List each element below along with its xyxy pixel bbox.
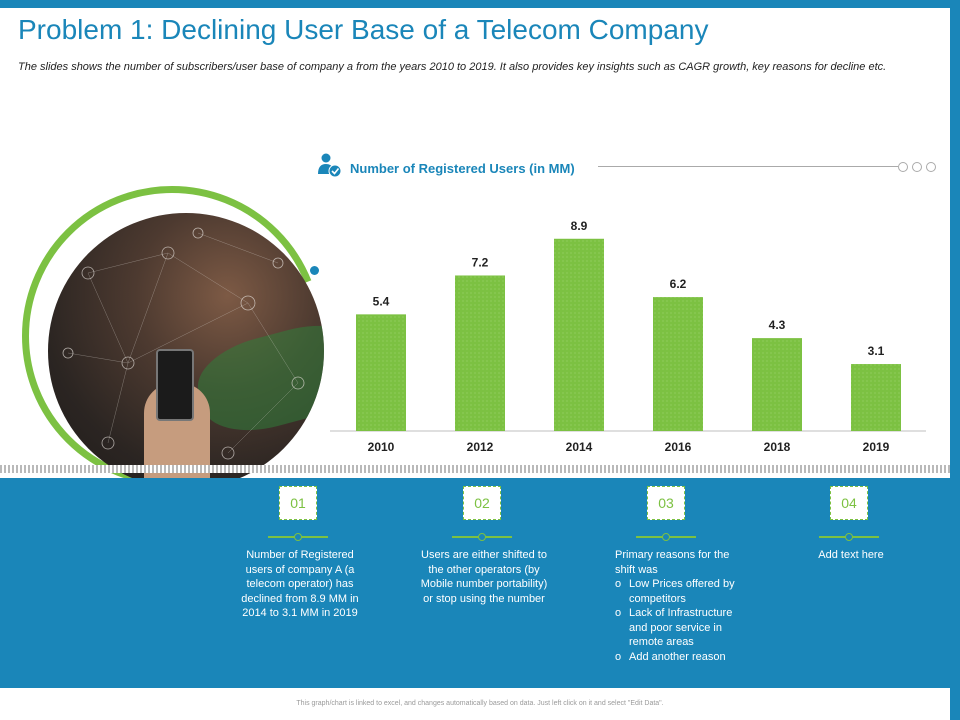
reason-item: Lack of Infrastructure and poor service …	[615, 606, 740, 650]
bar-2012	[455, 275, 505, 431]
data-label: 3.1	[868, 344, 885, 358]
x-tick-label: 2012	[467, 440, 494, 454]
data-label: 5.4	[373, 294, 390, 308]
network-overlay	[62, 227, 305, 460]
reason-list: Low Prices offered by competitors Lack o…	[615, 577, 740, 664]
data-label: 7.2	[472, 255, 489, 269]
step-text: Users are either shifted to the other op…	[420, 549, 548, 605]
bar-2019	[851, 364, 901, 431]
bar-2016	[653, 297, 703, 431]
x-tick-label: 2019	[863, 440, 890, 454]
step-node	[662, 533, 670, 541]
page-title: Problem 1: Declining User Base of a Tele…	[18, 14, 709, 45]
data-label: 8.9	[571, 219, 588, 233]
data-label: 6.2	[670, 277, 687, 291]
users-icon	[318, 153, 342, 178]
header-dot	[912, 162, 922, 172]
top-accent-bar	[0, 0, 960, 8]
x-tick-label: 2018	[764, 440, 791, 454]
bar-2014	[554, 238, 604, 431]
step-text: Add text here	[818, 549, 884, 561]
reason-item: Low Prices offered by competitors	[615, 577, 740, 606]
bar-2010	[356, 314, 406, 431]
step-intro: Primary reasons for the shift was	[615, 549, 730, 576]
step-node	[845, 533, 853, 541]
step-text: Primary reasons for the shift was Low Pr…	[615, 548, 740, 664]
dotted-divider	[0, 465, 950, 473]
header-dot	[926, 162, 936, 172]
ring-accent-dot	[310, 266, 319, 275]
step-node	[294, 533, 302, 541]
step-number: 03	[647, 486, 685, 520]
reason-item: Add another reason	[615, 650, 740, 665]
header-dot	[898, 162, 908, 172]
step-number: 02	[463, 486, 501, 520]
x-tick-label: 2014	[566, 440, 593, 454]
x-tick-label: 2010	[368, 440, 395, 454]
step-number: 04	[830, 486, 868, 520]
chart-title: Number of Registered Users (in MM)	[350, 161, 575, 176]
telecom-photo	[48, 213, 324, 489]
step-number: 01	[279, 486, 317, 520]
page-subtitle: The slides shows the number of subscribe…	[18, 61, 887, 73]
bar-2018	[752, 338, 802, 431]
right-accent-bar	[950, 0, 960, 720]
header-divider	[598, 166, 898, 167]
data-label: 4.3	[769, 318, 786, 332]
chart-header: Number of Registered Users (in MM)	[318, 150, 938, 180]
step-node	[478, 533, 486, 541]
step-text: Number of Registered users of company A …	[241, 549, 359, 619]
x-tick-label: 2016	[665, 440, 692, 454]
bar-chart: 5.4 2010 7.2 2012 8.9 2014 6.2 2016 4.3 2018 3.1 20…	[330, 219, 926, 454]
footnote: This graph/chart is linked to excel, and…	[296, 700, 664, 707]
smartphone	[156, 349, 194, 421]
